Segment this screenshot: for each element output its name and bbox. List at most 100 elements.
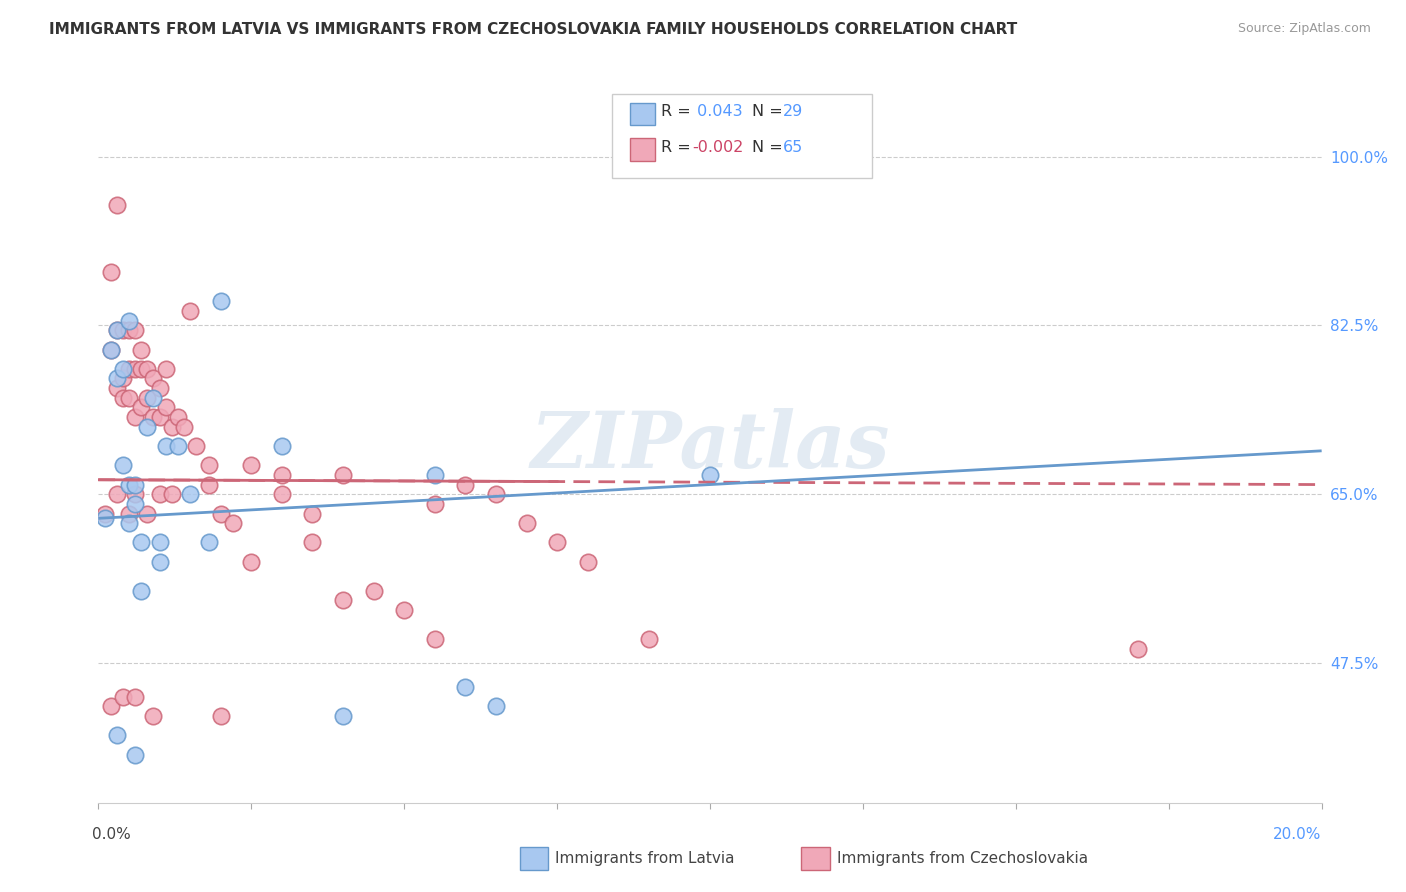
Text: 65: 65: [783, 140, 803, 154]
Point: [149, 410, 172, 425]
Point: [118, 362, 141, 376]
Text: 0.043: 0.043: [692, 104, 742, 119]
Point: [155, 362, 177, 376]
Point: [111, 362, 134, 376]
Point: [136, 362, 159, 376]
Point: [105, 381, 128, 395]
Point: [100, 343, 122, 357]
Point: [136, 507, 159, 521]
Point: [142, 410, 165, 425]
Point: [173, 419, 195, 434]
Point: [423, 467, 446, 482]
Point: [209, 507, 232, 521]
Text: Immigrants from Czechoslovakia: Immigrants from Czechoslovakia: [837, 852, 1088, 866]
Point: [222, 516, 245, 530]
Point: [105, 487, 128, 501]
Point: [149, 535, 172, 549]
Point: [118, 516, 141, 530]
Point: [546, 535, 568, 549]
Point: [363, 583, 385, 598]
Point: [111, 458, 134, 473]
Text: -0.002: -0.002: [692, 140, 744, 154]
Point: [485, 487, 508, 501]
Point: [576, 555, 599, 569]
Point: [516, 516, 538, 530]
Point: [142, 391, 165, 405]
Point: [167, 410, 190, 425]
Point: [179, 304, 201, 318]
Point: [301, 535, 323, 549]
Point: [105, 323, 128, 337]
Point: [118, 477, 141, 491]
Point: [124, 690, 146, 704]
Point: [129, 343, 152, 357]
Point: [124, 487, 146, 501]
Point: [423, 632, 446, 646]
Point: [100, 343, 122, 357]
Point: [332, 467, 354, 482]
Point: [93, 507, 115, 521]
Text: N =: N =: [752, 104, 789, 119]
Point: [105, 371, 128, 385]
Point: [209, 709, 232, 723]
Point: [270, 487, 292, 501]
Point: [160, 419, 183, 434]
Point: [129, 362, 152, 376]
Point: [160, 487, 183, 501]
Point: [1128, 641, 1150, 656]
Point: [197, 458, 219, 473]
Point: [118, 391, 141, 405]
Point: [240, 458, 263, 473]
Point: [124, 477, 146, 491]
Text: N =: N =: [752, 140, 789, 154]
Point: [118, 313, 141, 327]
Point: [270, 467, 292, 482]
Point: [124, 410, 146, 425]
Point: [270, 439, 292, 453]
Point: [129, 535, 152, 549]
Point: [485, 699, 508, 714]
Text: IMMIGRANTS FROM LATVIA VS IMMIGRANTS FROM CZECHOSLOVAKIA FAMILY HOUSEHOLDS CORRE: IMMIGRANTS FROM LATVIA VS IMMIGRANTS FRO…: [49, 22, 1018, 37]
Point: [179, 487, 201, 501]
Point: [149, 381, 172, 395]
Point: [142, 371, 165, 385]
Point: [118, 507, 141, 521]
Point: [332, 709, 354, 723]
Point: [100, 265, 122, 279]
Text: Source: ZipAtlas.com: Source: ZipAtlas.com: [1237, 22, 1371, 36]
Point: [124, 323, 146, 337]
Point: [197, 477, 219, 491]
Point: [186, 439, 208, 453]
Point: [155, 401, 177, 415]
Point: [301, 507, 323, 521]
Text: 20.0%: 20.0%: [1274, 827, 1322, 842]
Point: [423, 497, 446, 511]
Point: [105, 198, 128, 212]
Point: [699, 467, 721, 482]
Point: [124, 497, 146, 511]
Point: [209, 294, 232, 309]
Point: [105, 323, 128, 337]
Point: [197, 535, 219, 549]
Point: [332, 593, 354, 607]
Text: 0.0%: 0.0%: [93, 827, 131, 842]
Point: [129, 583, 152, 598]
Point: [149, 555, 172, 569]
Point: [454, 680, 477, 694]
Point: [637, 632, 661, 646]
Point: [136, 391, 159, 405]
Text: Immigrants from Latvia: Immigrants from Latvia: [555, 852, 735, 866]
Point: [167, 439, 190, 453]
Point: [124, 747, 146, 762]
Point: [105, 728, 128, 742]
Point: [392, 603, 416, 617]
Point: [136, 419, 159, 434]
Point: [111, 371, 134, 385]
Point: [111, 323, 134, 337]
Text: 29: 29: [783, 104, 803, 119]
Point: [124, 362, 146, 376]
Point: [111, 391, 134, 405]
Point: [142, 709, 165, 723]
Text: R =: R =: [661, 140, 696, 154]
Text: R =: R =: [661, 104, 696, 119]
